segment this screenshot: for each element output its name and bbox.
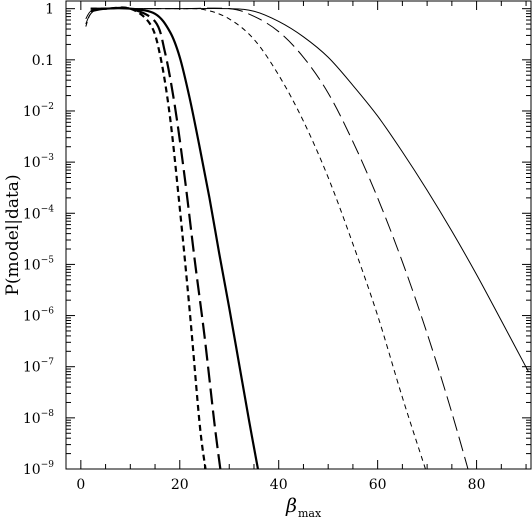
series-line-thick-long-dash xyxy=(90,6,222,469)
x-tick-label: 60 xyxy=(369,477,387,493)
series-line-thin-solid xyxy=(85,7,529,373)
series-line-thick-short-dash xyxy=(90,6,207,469)
x-axis-label-subscript: max xyxy=(298,507,322,520)
y-tick-label: 0.1 xyxy=(32,53,54,69)
x-tick-label: 40 xyxy=(270,477,288,493)
plot-frame xyxy=(65,0,532,470)
y-tick-label: 10−9 xyxy=(23,460,54,478)
y-tick-label: 10−5 xyxy=(23,255,54,273)
x-axis-label: β max xyxy=(285,495,322,520)
x-axis-label-symbol: β xyxy=(285,495,297,517)
y-tick-label: 10−2 xyxy=(23,102,54,120)
y-tick-label: 1 xyxy=(45,2,54,18)
y-tick-label: 10−8 xyxy=(23,409,54,427)
series-line-thin-short-dash xyxy=(85,7,426,469)
y-tick-label: 10−3 xyxy=(23,153,54,171)
series-line-thin-long-dash xyxy=(85,7,469,469)
x-tick-label: 0 xyxy=(76,477,85,493)
x-tick-label: 80 xyxy=(468,477,486,493)
y-tick-label: 10−4 xyxy=(23,204,54,222)
y-tick-label: 10−7 xyxy=(23,358,54,376)
series-line-thick-solid xyxy=(90,7,260,469)
x-tick-label: 20 xyxy=(171,477,189,493)
y-axis-label: P(model|data) xyxy=(3,174,23,295)
y-tick-label: 10−6 xyxy=(23,307,54,325)
